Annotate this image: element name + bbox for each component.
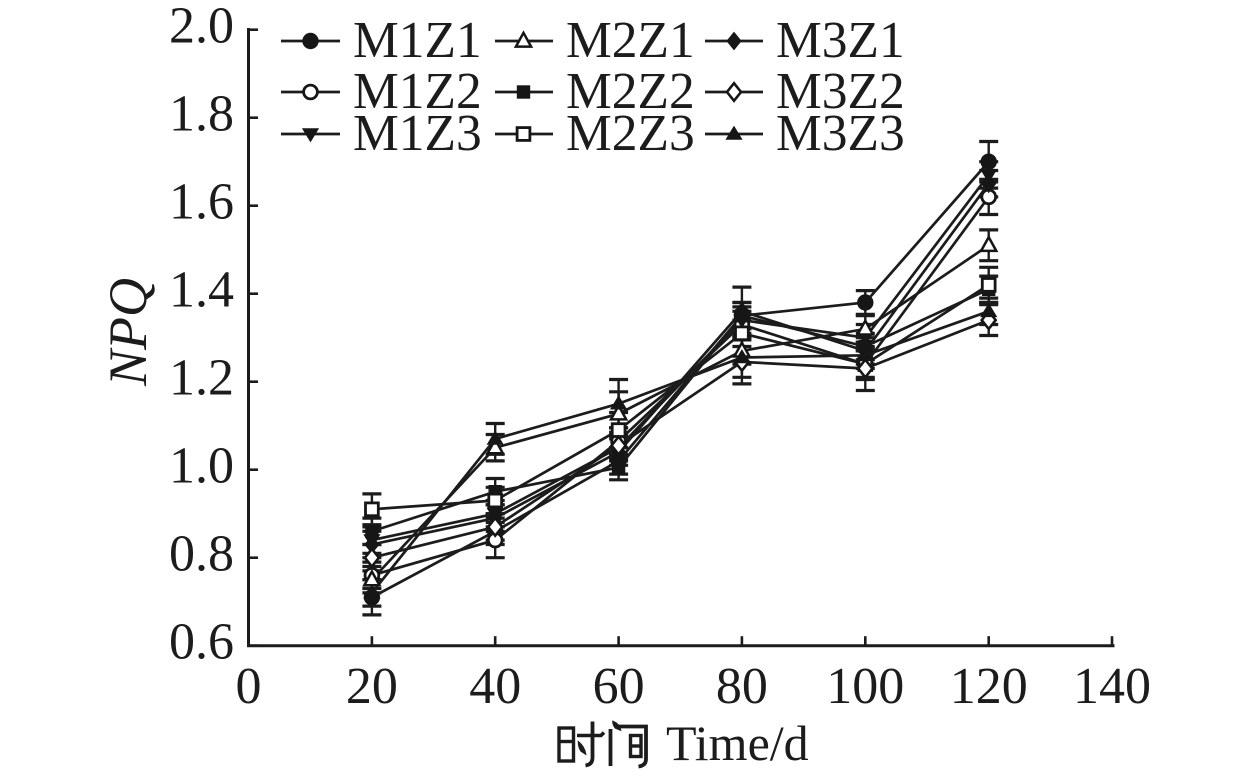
svg-text:0.6: 0.6 xyxy=(169,614,234,671)
svg-text:100: 100 xyxy=(826,658,904,715)
svg-text:M1Z3: M1Z3 xyxy=(353,105,482,162)
svg-text:M2Z2: M2Z2 xyxy=(566,63,695,120)
svg-text:0: 0 xyxy=(236,658,262,715)
svg-text:NPQ: NPQ xyxy=(98,278,158,387)
svg-text:80: 80 xyxy=(716,658,768,715)
svg-text:M2Z3: M2Z3 xyxy=(566,105,695,162)
svg-text:M2Z1: M2Z1 xyxy=(566,12,695,69)
svg-text:140: 140 xyxy=(1073,658,1151,715)
svg-text:M3Z2: M3Z2 xyxy=(776,63,905,120)
svg-text:1.6: 1.6 xyxy=(169,174,234,231)
svg-text:20: 20 xyxy=(346,658,398,715)
svg-text:60: 60 xyxy=(593,658,645,715)
svg-text:M3Z1: M3Z1 xyxy=(776,12,905,69)
svg-text:M1Z2: M1Z2 xyxy=(353,63,482,120)
svg-text:0.8: 0.8 xyxy=(169,526,234,583)
svg-text:1.4: 1.4 xyxy=(169,262,234,319)
svg-text:1.8: 1.8 xyxy=(169,86,234,143)
svg-text:2.0: 2.0 xyxy=(169,0,234,55)
svg-text:120: 120 xyxy=(950,658,1028,715)
svg-text:M1Z1: M1Z1 xyxy=(353,12,482,69)
svg-text:M3Z3: M3Z3 xyxy=(776,105,905,162)
svg-text:40: 40 xyxy=(469,658,521,715)
svg-text:1.2: 1.2 xyxy=(169,350,234,407)
svg-text:1.0: 1.0 xyxy=(169,438,234,495)
svg-text:Time/d: Time/d xyxy=(666,715,809,771)
